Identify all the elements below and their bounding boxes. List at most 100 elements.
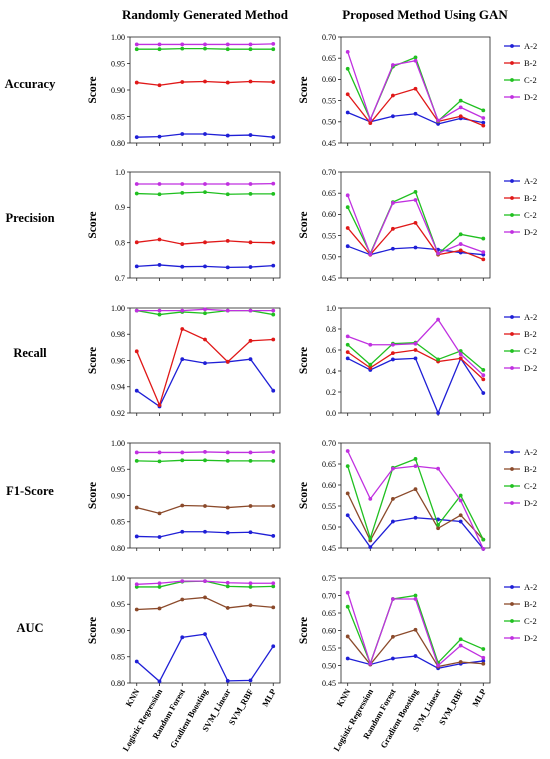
y-tick-label: 0.85: [111, 112, 125, 121]
data-point-b-2: [481, 661, 486, 666]
legend-marker-d-2: [510, 501, 514, 505]
legend-marker-b-2: [510, 332, 514, 336]
data-point-d-2: [413, 464, 418, 468]
data-point-b-2: [481, 377, 486, 382]
data-point-a-2: [248, 357, 253, 362]
data-point-b-2: [391, 226, 395, 231]
y-tick-label: 0.2: [326, 388, 336, 397]
data-point-d-2: [345, 49, 350, 54]
y-tick-label: 0.90: [111, 86, 125, 95]
x-tick-label-mlp: MLP: [260, 687, 278, 708]
data-point-d-2: [391, 597, 395, 601]
data-point-b-2: [248, 79, 253, 84]
data-point-d-2: [345, 334, 350, 339]
data-point-c-2: [225, 584, 230, 589]
column-title-gan: Proposed Method Using GAN: [342, 7, 508, 22]
data-point-d-2: [157, 581, 162, 586]
data-point-d-2: [413, 341, 418, 346]
data-point-d-2: [368, 117, 373, 122]
y-tick-label: 1.00: [111, 439, 125, 448]
legend-label-c-2: C-2: [524, 210, 537, 220]
legend-label-a-2: A-2: [524, 312, 537, 322]
data-point-c-2: [368, 536, 373, 541]
y-tick-label: 0.65: [322, 609, 336, 618]
data-point-c-2: [458, 493, 463, 498]
panel-auc-gan: 0.45 0.50 0.55 0.60 0.65 0.70 0.75 Score A-2 B-2 C…: [298, 574, 537, 688]
data-point-d-2: [225, 182, 230, 186]
y-tick-label: 0.0: [326, 409, 336, 418]
data-point-d-2: [180, 308, 185, 313]
data-point-a-2: [368, 545, 373, 550]
series-b-2: [345, 348, 486, 382]
data-point-c-2: [225, 458, 230, 463]
data-point-b-2: [345, 350, 350, 354]
series-b-2: [134, 327, 276, 408]
data-point-a-2: [391, 114, 395, 119]
data-point-a-2: [391, 357, 395, 362]
data-point-a-2: [134, 659, 139, 664]
data-point-b-2: [134, 505, 139, 510]
data-point-c-2: [436, 523, 440, 527]
data-point-a-2: [413, 356, 418, 361]
data-point-d-2: [345, 590, 350, 595]
data-point-d-2: [134, 582, 139, 587]
y-tick-label: 0.65: [322, 189, 336, 198]
y-tick-label: 0.80: [111, 544, 125, 553]
panel-recall-gan: 0.0 0.2 0.4 0.6 0.8 1.0 Score A-2 B-2 C-2 D-2: [298, 304, 537, 418]
y-axis-title: Score: [87, 76, 99, 103]
legend-label-c-2: C-2: [524, 346, 537, 356]
x-tick-label-knn: KNN: [334, 686, 353, 708]
data-point-a-2: [345, 356, 350, 361]
data-point-a-2: [225, 530, 230, 535]
data-point-d-2: [225, 450, 230, 455]
y-tick-label: 0.65: [322, 460, 336, 469]
y-tick-label: 0.65: [322, 54, 336, 63]
series-d-2: [134, 41, 276, 47]
data-point-c-2: [134, 191, 139, 196]
data-point-b-2: [203, 337, 207, 342]
data-point-c-2: [180, 46, 185, 51]
y-tick-label: 0.45: [322, 679, 336, 688]
data-point-a-2: [134, 135, 139, 140]
data-point-c-2: [203, 190, 207, 195]
data-point-d-2: [458, 242, 463, 246]
y-tick-label: 0.80: [111, 139, 125, 148]
data-point-a-2: [248, 265, 253, 269]
y-tick-label: 0.70: [322, 33, 336, 42]
data-point-d-2: [248, 450, 253, 455]
data-point-d-2: [248, 182, 253, 186]
data-point-a-2: [345, 244, 350, 249]
data-point-b-2: [271, 504, 276, 508]
data-point-d-2: [391, 63, 395, 67]
data-point-b-2: [391, 496, 395, 501]
data-point-d-2: [134, 182, 139, 186]
y-tick-label: 0.70: [322, 439, 336, 448]
y-tick-label: 0.60: [322, 75, 336, 84]
data-point-a-2: [413, 245, 418, 250]
data-point-b-2: [157, 403, 162, 408]
data-point-c-2: [271, 584, 276, 589]
y-tick-label: 0.85: [111, 518, 125, 527]
data-point-a-2: [481, 391, 486, 395]
data-point-a-2: [180, 357, 185, 362]
data-point-c-2: [180, 190, 185, 195]
data-point-d-2: [368, 252, 373, 257]
data-point-b-2: [225, 359, 230, 364]
data-point-d-2: [157, 182, 162, 186]
legend-marker-c-2: [510, 78, 514, 82]
data-point-d-2: [180, 450, 185, 455]
legend-label-d-2: D-2: [524, 633, 537, 643]
legend: A-2 B-2 C-2 D-2: [504, 41, 537, 102]
panel-precision-gan: 0.45 0.50 0.55 0.60 0.65 0.70 Score A-2 B-2 C-2 D-…: [298, 168, 537, 283]
y-tick-label: 0.96: [111, 356, 125, 365]
row-label-recall: Recall: [13, 346, 47, 360]
data-point-d-2: [391, 466, 395, 471]
legend-marker-a-2: [510, 585, 514, 589]
data-point-b-2: [481, 257, 486, 262]
series-b-2: [134, 237, 276, 246]
data-point-d-2: [458, 498, 463, 503]
data-point-b-2: [368, 121, 373, 125]
data-point-b-2: [157, 511, 162, 516]
data-point-d-2: [413, 198, 418, 202]
